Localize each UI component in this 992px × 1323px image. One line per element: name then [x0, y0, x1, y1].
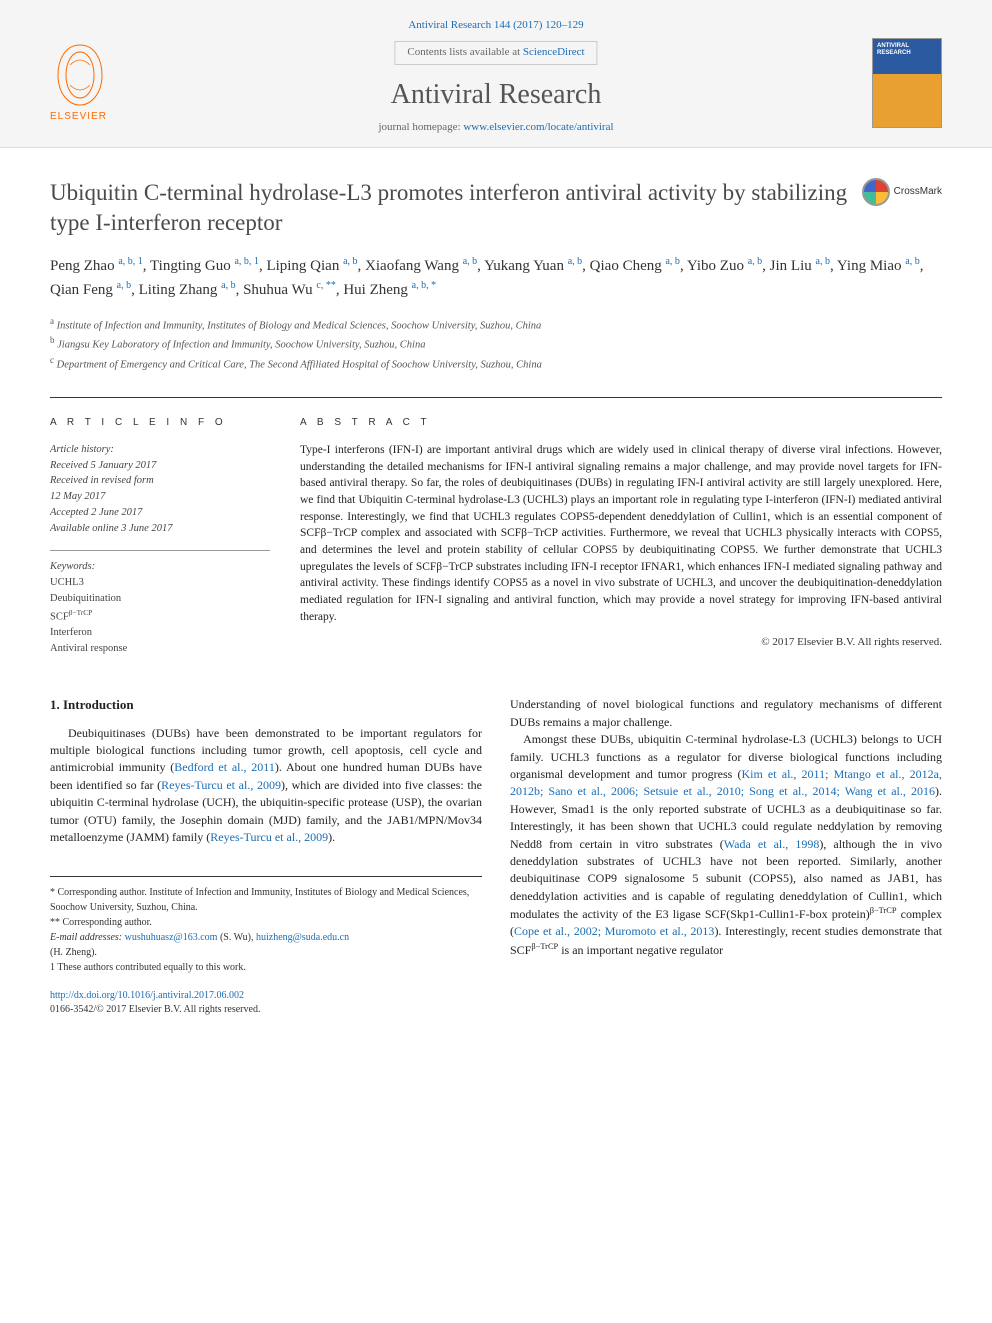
history-line: Received in revised form: [50, 473, 270, 489]
keyword-line: Deubiquitination: [50, 591, 270, 607]
article-body: Ubiquitin C-terminal hydrolase-L3 promot…: [0, 148, 992, 1057]
journal-reference: Antiviral Research 144 (2017) 120–129: [50, 18, 942, 33]
elsevier-logo: [50, 40, 110, 110]
publisher-name: ELSEVIER: [50, 110, 107, 124]
article-title: Ubiquitin C-terminal hydrolase-L3 promot…: [50, 178, 850, 238]
keyword-line: Interferon: [50, 625, 270, 641]
intro-para-2: Understanding of novel biological functi…: [510, 696, 942, 959]
abstract-section: A B S T R A C T Type-I interferons (IFN-…: [300, 416, 942, 657]
abstract-heading: A B S T R A C T: [300, 416, 942, 430]
right-column: Understanding of novel biological functi…: [510, 696, 942, 1017]
issn-copyright: 0166-3542/© 2017 Elsevier B.V. All right…: [50, 1004, 260, 1015]
left-column: 1. Introduction Deubiquitinases (DUBs) h…: [50, 696, 482, 1017]
contents-box: Contents lists available at ScienceDirec…: [394, 41, 597, 64]
corresponding-author-note: * Corresponding author. Institute of Inf…: [50, 885, 482, 915]
journal-homepage: journal homepage: www.elsevier.com/locat…: [50, 120, 942, 135]
doi-block: http://dx.doi.org/10.1016/j.antiviral.20…: [50, 989, 482, 1017]
homepage-prefix: journal homepage:: [378, 121, 463, 133]
email-link-2[interactable]: huizheng@suda.edu.cn: [256, 932, 349, 943]
crossmark-icon: [862, 178, 890, 206]
intro-para-1: Deubiquitinases (DUBs) have been demonst…: [50, 725, 482, 847]
keyword-line: Antiviral response: [50, 641, 270, 657]
affiliation-line: a Institute of Infection and Immunity, I…: [50, 315, 942, 334]
corresponding-author-note-2: ** Corresponding author.: [50, 915, 482, 930]
history-heading: Article history:: [50, 442, 270, 458]
journal-cover-thumbnail: [872, 38, 942, 128]
keyword-line: UCHL3: [50, 575, 270, 591]
journal-header: Antiviral Research 144 (2017) 120–129 EL…: [0, 0, 992, 148]
history-line: Received 5 January 2017: [50, 458, 270, 474]
article-info-sidebar: A R T I C L E I N F O Article history: R…: [50, 416, 270, 657]
journal-name: Antiviral Research: [50, 75, 942, 114]
article-history: Article history: Received 5 January 2017…: [50, 442, 270, 537]
affiliations: a Institute of Infection and Immunity, I…: [50, 315, 942, 373]
body-columns: 1. Introduction Deubiquitinases (DUBs) h…: [50, 696, 942, 1017]
intro-heading: 1. Introduction: [50, 696, 482, 714]
history-line: Accepted 2 June 2017: [50, 505, 270, 521]
doi-link[interactable]: http://dx.doi.org/10.1016/j.antiviral.20…: [50, 990, 244, 1001]
keywords-heading: Keywords:: [50, 559, 270, 575]
history-line: Available online 3 June 2017: [50, 521, 270, 537]
contents-prefix: Contents lists available at: [407, 46, 522, 58]
keywords-block: Keywords: UCHL3DeubiquitinationSCFβ−TrCP…: [50, 550, 270, 656]
keyword-line: SCFβ−TrCP: [50, 607, 270, 625]
article-info-heading: A R T I C L E I N F O: [50, 416, 270, 430]
email-link-1[interactable]: wushuhuasz@163.com: [125, 932, 218, 943]
affiliation-line: b Jiangsu Key Laboratory of Infection an…: [50, 334, 942, 353]
homepage-link[interactable]: www.elsevier.com/locate/antiviral: [463, 121, 613, 133]
affiliation-line: c Department of Emergency and Critical C…: [50, 354, 942, 373]
email-line: E-mail addresses: wushuhuasz@163.com (S.…: [50, 930, 482, 945]
abstract-text: Type-I interferons (IFN-I) are important…: [300, 442, 942, 625]
equal-contribution-note: 1 These authors contributed equally to t…: [50, 960, 482, 975]
footnotes: * Corresponding author. Institute of Inf…: [50, 876, 482, 975]
crossmark-label: CrossMark: [894, 185, 942, 199]
history-line: 12 May 2017: [50, 489, 270, 505]
author-list: Peng Zhao a, b, 1, Tingting Guo a, b, 1,…: [50, 254, 942, 301]
sciencedirect-link[interactable]: ScienceDirect: [523, 46, 585, 58]
crossmark-badge[interactable]: CrossMark: [862, 178, 942, 206]
email-who-1: (S. Wu),: [220, 932, 254, 943]
emails-label: E-mail addresses:: [50, 932, 122, 943]
email-who-2: (H. Zheng).: [50, 945, 482, 960]
abstract-copyright: © 2017 Elsevier B.V. All rights reserved…: [300, 635, 942, 650]
